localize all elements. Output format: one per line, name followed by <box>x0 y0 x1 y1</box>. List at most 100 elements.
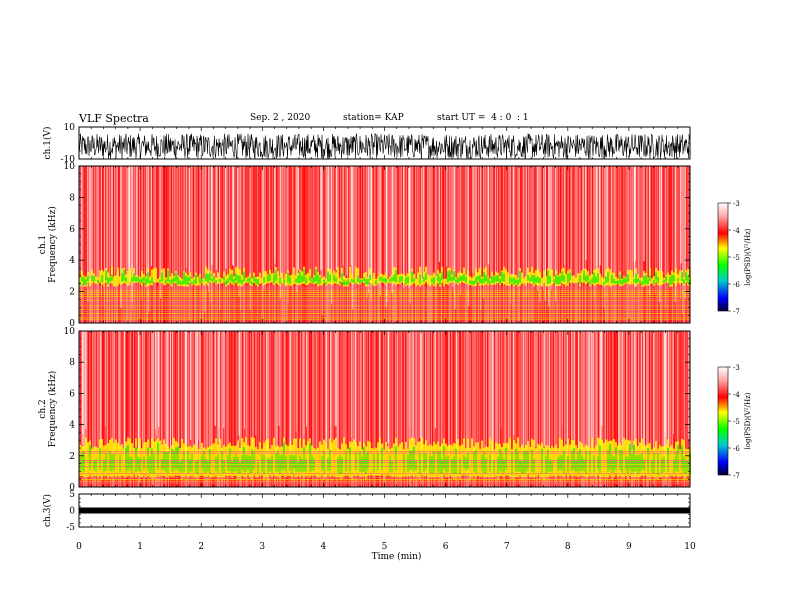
spectrogram-band-green <box>637 278 639 283</box>
spectrogram-band-green <box>357 275 359 282</box>
spectrogram-column <box>309 331 310 487</box>
spectrogram-column <box>462 331 463 487</box>
spectrogram-streak <box>483 166 484 298</box>
spectrogram-column <box>476 331 477 487</box>
spectrogram-band-green <box>567 273 569 284</box>
spectrogram-column <box>462 166 463 323</box>
spectrogram-column <box>243 331 244 487</box>
spectrogram-column <box>559 166 560 323</box>
spectrogram-streak <box>330 331 332 463</box>
spectrogram-column <box>343 166 344 323</box>
spectrogram-band-yellow <box>445 278 447 285</box>
spectrogram-column <box>556 331 557 487</box>
spectrogram-column <box>228 331 229 487</box>
spectrogram-column <box>385 331 386 487</box>
spectrogram-band-green <box>329 274 331 282</box>
spectrogram-band-green <box>123 269 125 281</box>
spectrogram-column <box>382 166 383 323</box>
spectrogram-column <box>578 166 579 323</box>
spectrogram-streak <box>379 166 381 296</box>
spectrogram-column <box>315 331 316 487</box>
spectrogram-column <box>679 331 680 487</box>
spectrogram-column <box>524 331 525 487</box>
spectrogram-streak <box>591 331 592 438</box>
spec1-ylabel: ch.1 <box>38 235 48 254</box>
spectrogram-column <box>167 166 168 323</box>
spectrogram-streak <box>649 166 651 295</box>
spectrogram-column <box>620 166 621 323</box>
spectrogram-column <box>214 331 215 487</box>
spectrogram-column <box>531 331 532 487</box>
spectrogram-column <box>340 166 341 323</box>
spectrogram-column <box>430 166 431 323</box>
spectrogram-column <box>488 331 489 487</box>
spectrogram-column <box>176 166 177 323</box>
spectrogram-streak <box>138 331 140 469</box>
spectrogram-band-yellow <box>99 270 101 283</box>
spectrogram-column <box>323 166 324 323</box>
spectrogram-column <box>442 166 443 323</box>
spectrogram-column <box>184 166 185 323</box>
spectrogram-column <box>359 166 360 323</box>
spectrogram-band-yellow <box>659 445 661 478</box>
spectrogram-band-green <box>529 277 531 282</box>
spec2-ytick-label: 10 <box>64 327 76 337</box>
spectrogram-streak <box>100 331 102 470</box>
spectrogram-column <box>639 166 640 323</box>
spectrogram-column <box>543 331 544 487</box>
spectrogram-column <box>453 331 454 487</box>
spectrogram-column <box>357 331 358 487</box>
spectrogram-streak <box>555 166 556 302</box>
spectrogram-band-green <box>275 269 277 281</box>
spectrogram-streak <box>387 331 389 444</box>
spectrogram-band-green <box>595 276 597 283</box>
spectrogram-column <box>281 331 282 487</box>
spectrogram-column <box>251 331 252 487</box>
spectrogram-band-yellow <box>325 442 327 478</box>
spectrogram-column <box>253 331 254 487</box>
spectrogram-column <box>313 166 314 323</box>
spectrogram-column <box>615 331 616 487</box>
spectrogram-column <box>536 166 537 323</box>
spectrogram-column <box>539 331 540 487</box>
spectrogram-column <box>311 331 312 487</box>
spectrogram-column <box>611 331 612 487</box>
spectrogram-column <box>681 331 682 487</box>
spectrogram-column <box>324 331 325 487</box>
spectrogram-column <box>489 331 490 487</box>
spectrogram-column <box>663 166 664 323</box>
spectrogram-column <box>133 166 134 323</box>
spectrogram-band-green <box>199 277 201 284</box>
spectrogram-column <box>532 331 533 487</box>
spectrogram-band-green <box>663 456 665 472</box>
spectrogram-streak <box>412 331 414 443</box>
spectrogram-band-green <box>245 454 247 473</box>
spectrogram-streak <box>682 166 683 314</box>
spectrogram-column <box>361 166 362 323</box>
spectrogram-band-yellow <box>133 448 135 475</box>
spectrogram-column <box>374 166 375 323</box>
spectrogram-streak <box>208 166 209 292</box>
spectrogram-column <box>534 331 535 487</box>
spectrogram-column <box>616 166 617 323</box>
spectrogram-column <box>504 166 505 323</box>
ch3-ytick-label: 5 <box>69 490 75 500</box>
spectrogram-column <box>449 331 450 487</box>
spectrogram-column <box>424 166 425 323</box>
spectrogram-column <box>461 331 462 487</box>
spectrogram-column <box>587 166 588 323</box>
spectrogram-column <box>197 166 198 323</box>
spectrogram-band-green <box>93 460 95 471</box>
spectrogram-column <box>304 331 305 487</box>
spectrogram-band-green <box>181 458 183 473</box>
spectrogram-column <box>622 166 623 323</box>
spectrogram-band-green <box>593 455 595 472</box>
spectrogram-column <box>229 331 230 487</box>
spectrogram-column <box>658 166 659 323</box>
spectrogram-column <box>179 331 180 487</box>
spectrogram-column <box>287 166 288 323</box>
chart-title: VLF Spectra <box>79 112 149 125</box>
spectrogram-column <box>276 166 277 323</box>
spectrogram-band-green <box>585 450 587 474</box>
